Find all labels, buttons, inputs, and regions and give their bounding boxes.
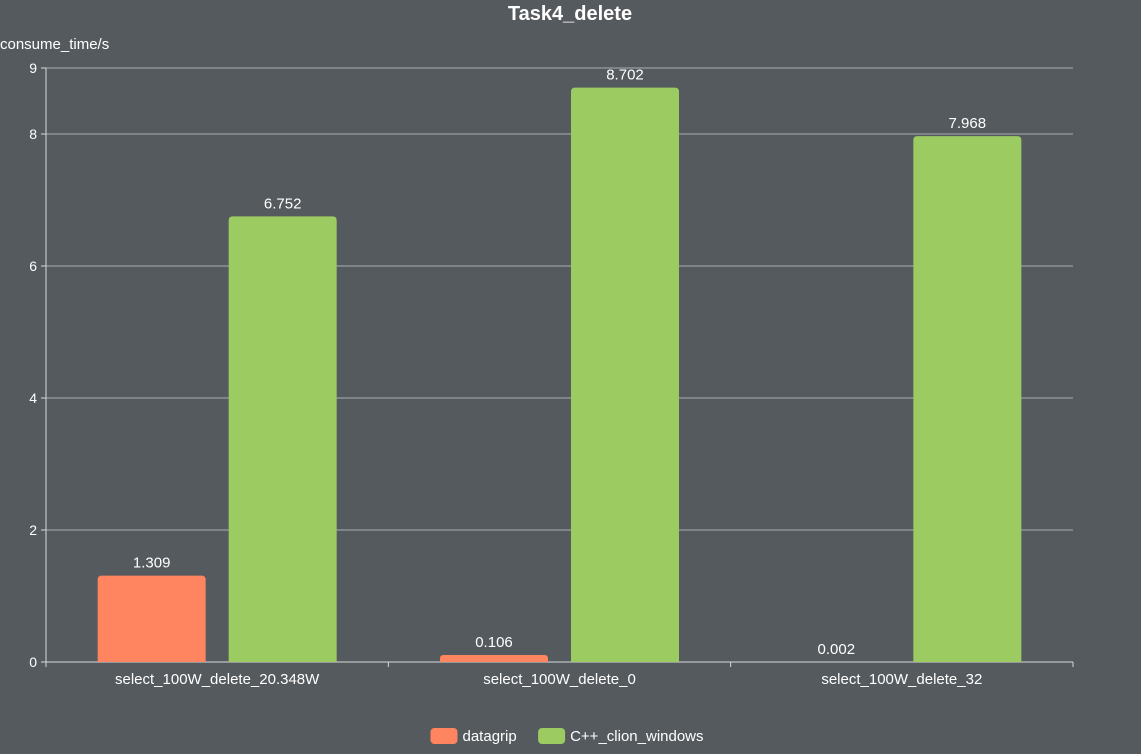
legend-swatch[interactable] xyxy=(430,728,458,744)
data-label: 0.106 xyxy=(475,634,513,651)
data-label: 8.702 xyxy=(606,67,644,84)
x-tick-label: select_100W_delete_20.348W xyxy=(115,671,320,688)
data-label: 0.002 xyxy=(818,641,856,658)
x-tick-label: select_100W_delete_0 xyxy=(483,671,636,688)
bar[interactable] xyxy=(913,136,1022,662)
bar[interactable] xyxy=(440,655,548,662)
axes: 0 2 4 6 8 9 select_100W_delete_20.348W select_1… xyxy=(29,60,1074,688)
chart-title: Task4_delete xyxy=(508,3,632,25)
legend[interactable]: datagrip C++_clion_windows xyxy=(430,728,704,745)
y-tick-label: 4 xyxy=(29,390,37,406)
data-label: 1.309 xyxy=(133,555,171,572)
data-label: 7.968 xyxy=(949,115,987,132)
grid-lines xyxy=(46,67,1073,531)
bar[interactable] xyxy=(571,87,679,663)
y-axis-label: consume_time/s xyxy=(0,36,109,53)
y-tick-label: 8 xyxy=(29,126,37,142)
y-tick-label: 0 xyxy=(29,654,37,670)
bar[interactable] xyxy=(97,575,206,662)
data-label: 6.752 xyxy=(264,195,302,212)
y-tick-label: 9 xyxy=(29,60,37,76)
bar[interactable] xyxy=(228,216,337,663)
x-tick-label: select_100W_delete_32 xyxy=(821,671,982,688)
y-tick-label: 6 xyxy=(29,258,37,274)
bars: 1.309 6.752 0.106 8.702 0.002 7.968 xyxy=(97,67,1022,663)
legend-swatch[interactable] xyxy=(538,728,566,744)
legend-label[interactable]: C++_clion_windows xyxy=(570,728,703,745)
legend-label[interactable]: datagrip xyxy=(463,728,517,745)
y-tick-label: 2 xyxy=(29,522,37,538)
